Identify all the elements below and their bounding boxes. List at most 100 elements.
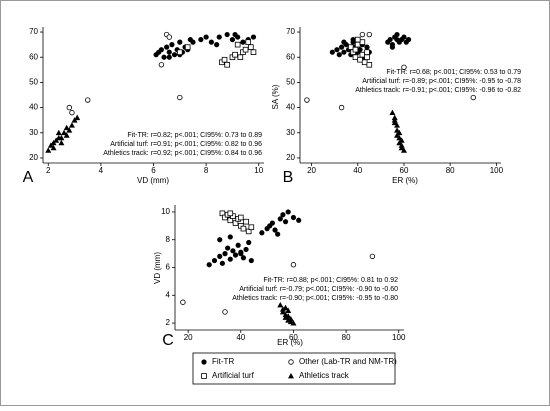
- point: [243, 218, 249, 225]
- y-tick-label: 70: [286, 27, 295, 36]
- point: [245, 39, 252, 45]
- point: [177, 94, 183, 101]
- point: [352, 54, 359, 61]
- point: [354, 36, 361, 43]
- point: [221, 56, 228, 63]
- point: [240, 255, 247, 261]
- point: [211, 257, 218, 264]
- x-axis-label: ER (%): [392, 176, 418, 185]
- point: [348, 44, 354, 50]
- y-tick-label: 8: [166, 235, 171, 244]
- y-tick-label: 40: [286, 103, 295, 112]
- point: [222, 309, 228, 315]
- point: [357, 47, 363, 53]
- point: [470, 94, 476, 101]
- point: [58, 139, 65, 146]
- point: [250, 34, 257, 40]
- point: [248, 257, 254, 264]
- point: [219, 260, 225, 266]
- point: [394, 122, 401, 128]
- point: [203, 34, 209, 40]
- point: [336, 52, 342, 58]
- x-axis-label: ER (%): [277, 338, 303, 347]
- point: [282, 304, 289, 311]
- x-axis-label: VD (mm): [137, 176, 169, 185]
- point: [290, 214, 297, 221]
- legend-marker: [288, 373, 294, 379]
- y-tick-label: 4: [166, 290, 171, 299]
- point: [63, 124, 70, 131]
- point: [387, 36, 393, 43]
- y-tick-label: 6: [166, 263, 171, 272]
- x-tick-label: 40: [236, 333, 245, 342]
- x-tick-label: 60: [289, 333, 298, 342]
- point: [398, 144, 405, 151]
- point: [405, 36, 412, 43]
- point: [222, 251, 228, 257]
- y-tick-label: 60: [29, 52, 38, 61]
- point: [164, 44, 170, 50]
- point: [235, 242, 241, 248]
- point: [238, 251, 244, 257]
- point: [285, 307, 292, 313]
- point: [166, 49, 172, 55]
- point: [237, 54, 244, 61]
- point: [74, 114, 81, 121]
- point: [69, 109, 75, 116]
- point: [61, 129, 68, 136]
- point: [45, 147, 52, 153]
- point: [85, 97, 91, 103]
- point: [50, 144, 57, 151]
- point: [227, 256, 233, 262]
- y-tick-label: 2: [166, 318, 171, 327]
- point: [63, 132, 70, 138]
- point: [350, 36, 356, 43]
- stat-annotation: Fit-TR: r=0.88; p<.001; CI95%: 0.81 to 0…: [263, 277, 398, 284]
- point: [217, 237, 223, 243]
- x-tick-label: 2: [46, 166, 51, 175]
- point: [366, 31, 373, 38]
- point: [275, 231, 281, 237]
- point: [217, 253, 223, 259]
- x-tick-label: 8: [204, 166, 209, 175]
- point: [396, 139, 403, 146]
- point: [232, 252, 239, 258]
- point: [190, 39, 196, 45]
- stat-annotation: Artificial turf: r=-0.89; p<.001; CI95%:…: [362, 78, 521, 85]
- point: [285, 317, 292, 323]
- panel-label: B: [283, 169, 294, 186]
- stat-annotation: Athletics track: r=-0.90; p<.001; CI95%:…: [232, 295, 398, 302]
- point: [171, 52, 178, 58]
- x-tick-label: 20: [307, 166, 316, 175]
- point: [198, 36, 204, 43]
- legend-marker: [288, 359, 294, 365]
- point: [391, 117, 398, 123]
- point: [290, 320, 297, 326]
- point: [224, 61, 230, 68]
- panel-label: A: [23, 169, 34, 186]
- point: [246, 239, 252, 246]
- point: [166, 54, 172, 60]
- x-tick-label: 6: [151, 166, 156, 175]
- point: [389, 44, 396, 50]
- point: [156, 49, 162, 55]
- point: [58, 134, 65, 141]
- x-tick-label: 20: [184, 333, 193, 342]
- point: [232, 51, 238, 58]
- x-tick-label: 40: [353, 166, 362, 175]
- y-tick-label: 60: [286, 52, 295, 61]
- stat-annotation: Fit-TR: r=0.68; p<.001; CI95%: 0.53 to 0…: [386, 69, 521, 76]
- point: [277, 216, 283, 222]
- legend-marker: [201, 359, 207, 365]
- point: [341, 49, 347, 55]
- point: [277, 302, 284, 308]
- point: [225, 245, 231, 251]
- point: [234, 41, 241, 48]
- point: [158, 62, 165, 68]
- stat-annotation: Fit-TR: r=0.82; p<.001; CI95%: 0.73 to 0…: [127, 132, 262, 139]
- y-tick-label: 20: [286, 153, 295, 162]
- y-tick-label: 50: [286, 78, 295, 87]
- point: [227, 234, 233, 240]
